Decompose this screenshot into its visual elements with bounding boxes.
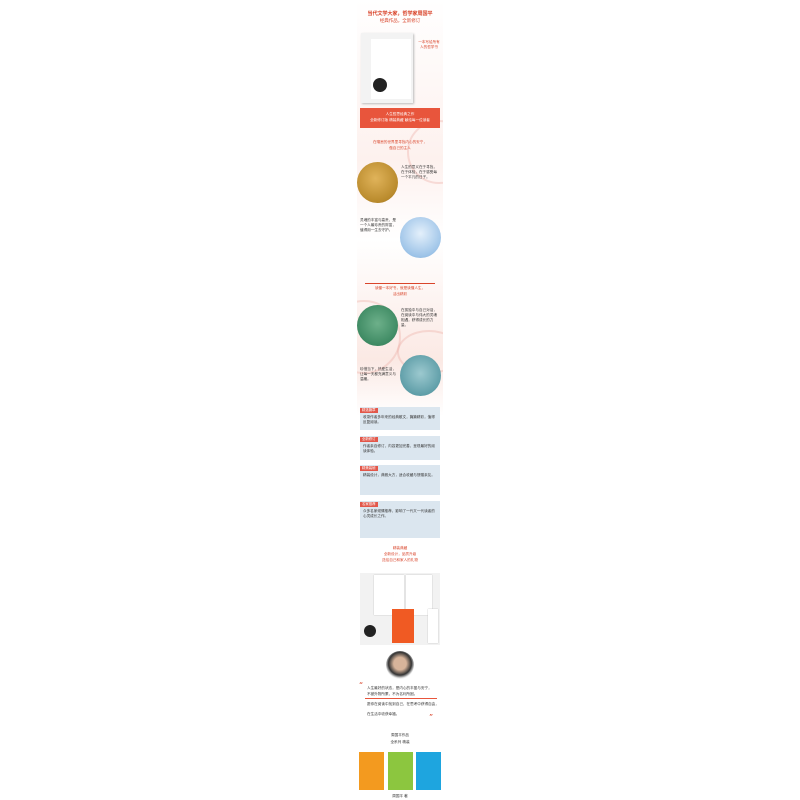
- feature-tag: 全新修订: [360, 437, 378, 442]
- section-heading: 做自己的主人: [389, 146, 411, 150]
- section-heading: 送给自己和家人的礼物: [382, 558, 418, 562]
- feature-text: 收录作者多年来的经典散文，篇篇精彩，值得反复阅读。: [363, 415, 435, 424]
- feature-box: 名家推荐众多名家倾情推荐，影响了一代又一代读者的心灵成长之作。: [360, 501, 440, 538]
- quote-line: 不被外物所累，不为名利所困。: [367, 692, 418, 696]
- image-circle: [400, 355, 441, 396]
- book-note: 一本写给所有人的哲学书: [418, 40, 440, 49]
- book-cover: [388, 752, 413, 790]
- banner: 人生哲思经典之作 全新修订版 精装典藏 献给每一位读者: [360, 108, 440, 128]
- feature-tag: 精选篇章: [360, 408, 378, 413]
- book-cover: [392, 609, 414, 643]
- section-heading: 在喧嚣的世界里寻找内心的安宁，: [373, 140, 427, 144]
- feature-text: 精装设计，典雅大方，适合收藏与馈赠亲友。: [363, 473, 435, 477]
- book-page: [428, 609, 438, 643]
- book-art: [364, 625, 376, 637]
- feature-box: 全新修订作者亲自修订，内容更加完善，呈现最好的阅读体验。: [360, 436, 440, 460]
- feature-tag: 精美装帧: [360, 466, 378, 471]
- banner-line: 人生哲思经典之作: [385, 112, 415, 116]
- feature-text: 众多名家倾情推荐，影响了一代又一代读者的心灵成长之作。: [363, 509, 435, 518]
- divider: [365, 698, 437, 699]
- paragraph: 在孤独中与自己对话，在阅读中与伟大的灵魂相遇，获得成长的力量。: [401, 308, 437, 327]
- title: 当代文学大家，哲学家周国平: [367, 11, 433, 17]
- section-heading: 全新设计，品质升级: [383, 552, 417, 556]
- paragraph: 人生的意义在于寻找，在于体验，在于感受每一个平凡的日子。: [401, 165, 437, 179]
- series-footer: 周国平 著: [392, 794, 408, 798]
- image-circle: [357, 305, 398, 346]
- author-portrait: [386, 651, 414, 679]
- paragraph: 珍惜当下，热爱生活，让每一天都充满意义与温暖。: [360, 367, 396, 381]
- book-photo: [361, 33, 413, 103]
- book-cover: [416, 752, 441, 790]
- section-heading: 精装典藏: [392, 546, 408, 550]
- series-heading: 全系列 精装: [390, 740, 410, 744]
- divider: [365, 283, 435, 284]
- image-circle: [400, 217, 441, 258]
- image-circle: [357, 162, 398, 203]
- section-heading: 活出精彩: [392, 292, 408, 296]
- quote-mark: ”: [429, 713, 434, 722]
- book-page: [406, 575, 432, 615]
- quote-mark: “: [359, 681, 364, 690]
- book-cover: [359, 752, 384, 790]
- feature-box: 精美装帧精装设计，典雅大方，适合收藏与馈赠亲友。: [360, 465, 440, 495]
- series-heading: 周国平作品: [391, 733, 409, 737]
- section-heading: 读懂一本好书，就是读懂人生，: [374, 286, 426, 290]
- subtitle: 经典作品，全新修订: [379, 19, 421, 24]
- feature-box: 精选篇章收录作者多年来的经典散文，篇篇精彩，值得反复阅读。: [360, 407, 440, 430]
- quote-line: 在生活中收获幸福。: [367, 712, 400, 716]
- quote-line: 人生最好的状态，是内心的丰盈与安宁，: [367, 686, 432, 690]
- book-page: [374, 575, 404, 615]
- book-art: [373, 78, 387, 92]
- feature-tag: 名家推荐: [360, 502, 378, 507]
- book-photos: [360, 573, 440, 645]
- product-column: 当代文学大家，哲学家周国平 经典作品，全新修订 一本写给所有人的哲学书 人生哲思…: [357, 0, 443, 800]
- quote-line: 愿你在阅读中找到自己，在思考中获得自由，: [367, 702, 439, 706]
- paragraph: 灵魂的丰富与高贵，是一个人最珍贵的财富，值得用一生去守护。: [360, 218, 396, 232]
- feature-text: 作者亲自修订，内容更加完善，呈现最好的阅读体验。: [363, 444, 435, 453]
- banner-line: 全新修订版 精装典藏 献给每一位读者: [370, 118, 430, 122]
